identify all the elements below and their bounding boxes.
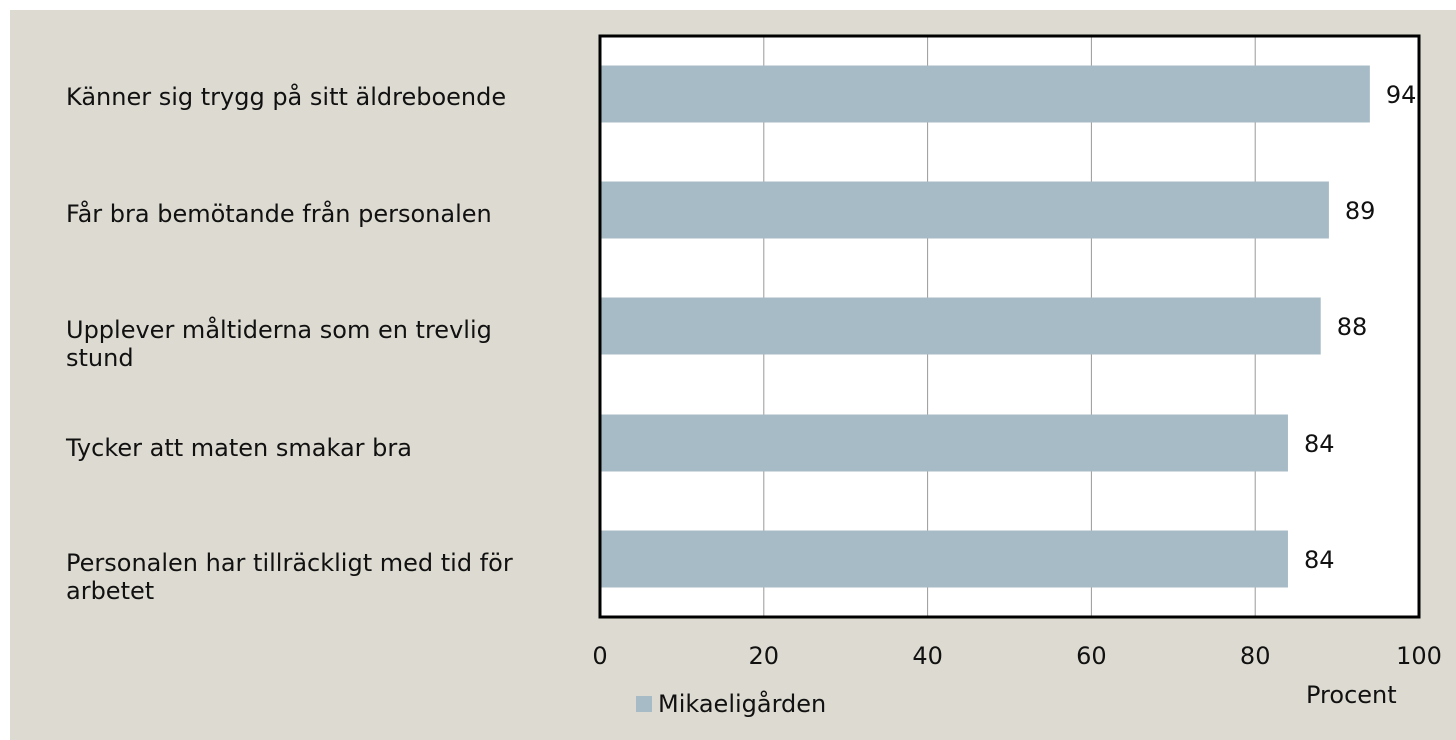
category-label-2: Upplever måltiderna som en trevlig stund: [66, 316, 492, 372]
bar-2: [600, 297, 1321, 355]
bar-0: [600, 65, 1370, 123]
bar-3: [600, 414, 1288, 472]
x-tick-label-1: 20: [749, 642, 780, 670]
x-tick-label-3: 60: [1076, 642, 1107, 670]
data-label-2: 88: [1337, 313, 1368, 341]
data-label-1: 89: [1345, 197, 1376, 225]
legend-swatch: [636, 696, 652, 712]
data-label-0: 94: [1386, 81, 1417, 109]
data-label-3: 84: [1304, 430, 1335, 458]
category-label-1: Får bra bemötande från personalen: [66, 200, 492, 228]
category-label-3: Tycker att maten smakar bra: [66, 434, 412, 462]
data-label-4: 84: [1304, 546, 1335, 574]
plot-frame: [598, 34, 1421, 619]
x-axis-unit-label: Procent: [1306, 681, 1397, 709]
bar-4: [600, 530, 1288, 588]
legend: Mikaeligården: [636, 690, 826, 718]
category-label-4: Personalen har tillräckligt med tid för …: [66, 549, 513, 605]
x-tick-label-4: 80: [1240, 642, 1271, 670]
bar-1: [600, 181, 1329, 239]
category-label-0: Känner sig trygg på sitt äldreboende: [66, 83, 507, 111]
legend-label: Mikaeligården: [658, 690, 827, 718]
x-tick-label-2: 40: [912, 642, 943, 670]
x-tick-label-5: 100: [1396, 642, 1442, 670]
x-tick-label-0: 0: [592, 642, 607, 670]
